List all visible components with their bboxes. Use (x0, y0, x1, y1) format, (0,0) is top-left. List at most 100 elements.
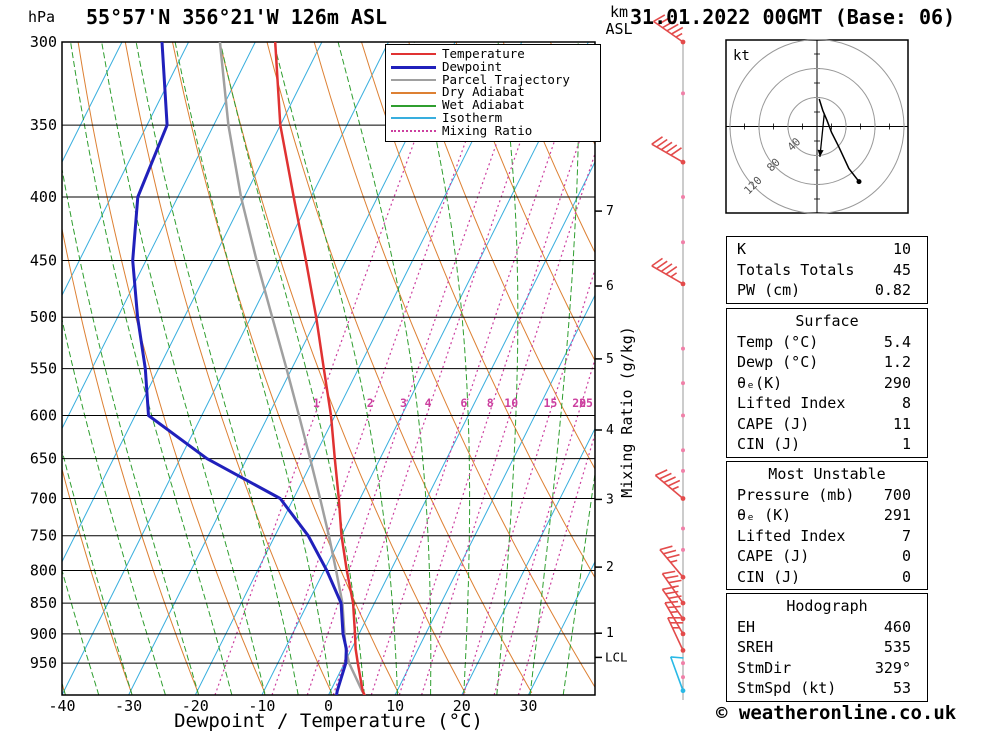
pressure-tick-label: 550 (30, 360, 57, 378)
isotherm-line (527, 560, 595, 695)
wet-adiabat-line (529, 42, 580, 695)
legend-item: Parcel Trajectory (389, 73, 600, 87)
pressure-tick-label: 850 (30, 594, 57, 612)
isotherm-line (62, 42, 190, 297)
temperature-tick-label: 20 (453, 697, 471, 715)
wind-barb (651, 257, 686, 287)
mixing-ratio-line (214, 55, 447, 695)
dewpoint-curve (131, 42, 348, 695)
barb-staff (654, 474, 684, 500)
barb-dot (681, 91, 685, 96)
legend-item: Temperature (389, 47, 600, 61)
footer-credit-link[interactable]: © weatheronline.co.uk (716, 702, 957, 724)
table-row-label: Lifted Index (737, 394, 846, 412)
temperature-tick-labels: -40 -30 -20 -10 0 10 20 30 (48, 697, 537, 715)
temperature-tick-label: 0 (324, 697, 333, 715)
km-tick-label: 5 (606, 352, 614, 367)
pressure-tick-label: 950 (30, 654, 57, 672)
barb-feather (665, 266, 678, 275)
wet-adiabat-line (273, 42, 398, 695)
table-row: EH 460 (727, 617, 927, 638)
table-row-value: 535 (883, 638, 911, 656)
barb-feather (668, 579, 682, 584)
barb-feather (666, 553, 680, 559)
dry-adiabat-line (361, 42, 595, 579)
hodograph-unit-label: kt (733, 48, 750, 64)
legend-item-label: Mixing Ratio (442, 122, 533, 138)
lcl-marker: LCL (595, 649, 628, 664)
legend-line-sample (391, 104, 436, 107)
legend-line-sample (391, 53, 436, 56)
barb-half-feather (670, 559, 678, 563)
table-row-label: CIN (J) (737, 435, 801, 453)
legend-line-sample (391, 130, 436, 133)
barb-feather (656, 138, 668, 148)
dry-adiabat-line (313, 42, 595, 689)
table-surface: Surface Temp (°C) 5.4 Dewp (°C) 1.2 θₑ(K) 290 L… (726, 308, 928, 458)
barb-feather (651, 257, 663, 267)
storm-motion-arrow (819, 113, 825, 157)
wind-barb (659, 545, 686, 580)
barb-feather (664, 600, 679, 604)
barb-feather (670, 147, 682, 156)
barb-dot (681, 381, 685, 386)
barb-half-feather (675, 32, 683, 38)
table-row-label: PW (cm) (737, 281, 801, 299)
table-indices: K 10 Totals Totals 45 PW (cm) 0.82 (726, 236, 928, 304)
table-row-value: 5.4 (883, 332, 911, 351)
mixing-ratio-line (398, 92, 595, 695)
dry-adiabat-line (77, 42, 266, 694)
isotherm-line (461, 427, 595, 695)
barb-feather (671, 26, 684, 35)
wind-barb (669, 656, 686, 694)
table-header: Surface (795, 312, 859, 330)
table-row: SREH 535 (727, 637, 927, 658)
barb-feather (663, 476, 676, 484)
table-row: Lifted Index 8 (727, 393, 927, 414)
wet-adiabat-line (135, 42, 299, 695)
sounding-curves (131, 42, 366, 695)
lcl-label: LCL (605, 649, 628, 664)
mixing-ratio-line (332, 56, 551, 695)
table-row: CIN (J) 1 (727, 434, 927, 455)
pressure-gridlines (62, 41, 595, 664)
table-row-label: θₑ(K) (737, 373, 783, 392)
table-row-label: CAPE (J) (737, 414, 810, 433)
table-row-label: θₑ (K) (737, 506, 792, 524)
legend-item-label: Dewpoint (442, 58, 503, 74)
wet-adiabat-line (413, 42, 471, 695)
legend-item: Isotherm (389, 111, 600, 125)
km-axis-header: km ASL (596, 4, 642, 38)
table-row: Lifted Index 7 (727, 526, 927, 547)
mixing-ratio-line (462, 267, 595, 695)
barb-feather (668, 595, 682, 600)
barb-feather (663, 549, 677, 555)
mixing-ratio-label: 8 (487, 396, 494, 410)
dry-adiabat-line (124, 42, 333, 694)
barb-feather (665, 144, 678, 154)
wet-adiabat-line (337, 42, 432, 695)
hodograph-ring (758, 68, 876, 185)
mixing-ratio-line (271, 55, 497, 695)
table-row-label: Lifted Index (737, 526, 846, 545)
barb-feather (656, 260, 668, 270)
table-row-label: CAPE (J) (737, 547, 810, 565)
mixing-ratio-label: 2 (367, 396, 374, 410)
km-tick-label: 7 (606, 204, 614, 219)
table-row-value: 7 (901, 526, 911, 545)
km-tick-label: 3 (606, 492, 614, 507)
barb-feather (662, 20, 675, 29)
wet-adiabat-line (70, 42, 233, 695)
table-row-value: 45 (892, 260, 911, 279)
table-row-value: 0 (901, 547, 911, 565)
table-row-label: CIN (J) (737, 567, 801, 586)
table-row-value: 53 (892, 679, 911, 697)
table-row: CAPE (J) 0 (727, 546, 927, 567)
dry-adiabat-line (62, 226, 199, 694)
table-row: Totals Totals 45 (727, 260, 927, 281)
wet-adiabat-line (596, 42, 704, 695)
barb-feather (667, 479, 681, 487)
km-tick-label: 4 (606, 423, 614, 438)
